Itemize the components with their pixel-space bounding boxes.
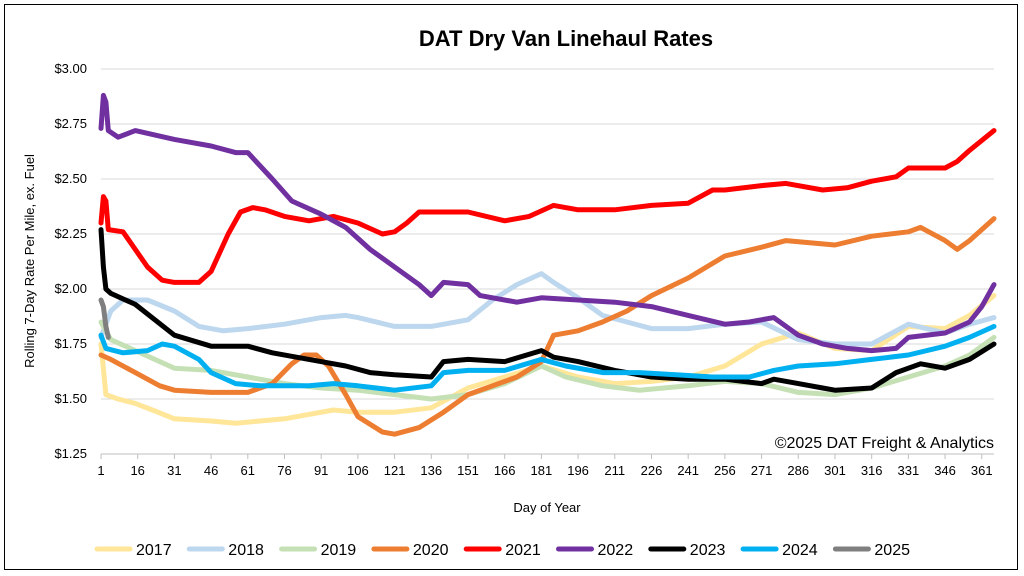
legend-label-2018: 2018 <box>228 542 264 559</box>
legend-label-2025: 2025 <box>874 542 910 559</box>
x-tick-label: 1 <box>97 463 104 478</box>
x-tick-label: 31 <box>167 463 181 478</box>
x-tick-label: 241 <box>677 463 699 478</box>
series-line-2018 <box>98 271 997 347</box>
legend-label-2019: 2019 <box>321 542 357 559</box>
series-line-2025 <box>98 297 111 340</box>
y-tick-label: $3.00 <box>54 61 87 76</box>
series-line-2024 <box>98 323 997 393</box>
x-tick-label: 301 <box>824 463 846 478</box>
x-tick-label: 181 <box>531 463 553 478</box>
legend-label-2021: 2021 <box>505 542 541 559</box>
y-tick-label: $1.75 <box>54 336 87 351</box>
x-tick-label: 346 <box>934 463 956 478</box>
x-tick-label: 136 <box>420 463 442 478</box>
x-tick-label: 106 <box>347 463 369 478</box>
x-tick-label: 271 <box>751 463 773 478</box>
credit-annotation: ©2025 DAT Freight & Analytics <box>775 435 994 452</box>
y-tick-label: $2.75 <box>54 116 87 131</box>
x-tick-label: 121 <box>384 463 406 478</box>
x-tick-label: 211 <box>604 463 625 478</box>
legend-label-2023: 2023 <box>690 542 726 559</box>
series-lines <box>98 92 997 437</box>
x-tick-label: 16 <box>130 463 144 478</box>
x-tick-label: 76 <box>277 463 291 478</box>
x-tick-label: 226 <box>641 463 663 478</box>
x-tick-label: 286 <box>787 463 809 478</box>
x-tick-label: 331 <box>898 463 920 478</box>
chart-title: DAT Dry Van Linehaul Rates <box>419 26 713 51</box>
legend-label-2020: 2020 <box>413 542 449 559</box>
series-line-2020 <box>98 216 997 437</box>
y-tick-label: $2.25 <box>54 226 87 241</box>
x-tick-label: 91 <box>314 463 328 478</box>
y-tick-label: $1.25 <box>54 446 87 461</box>
x-tick-label: 256 <box>714 463 736 478</box>
x-tick-label: 361 <box>971 463 993 478</box>
series-line-2023 <box>98 227 997 393</box>
legend-label-2022: 2022 <box>598 542 634 559</box>
series-line-2021 <box>98 128 997 285</box>
series-line-2022 <box>98 92 997 354</box>
x-tick-label: 61 <box>241 463 255 478</box>
x-tick-label: 316 <box>861 463 883 478</box>
legend: 2017 2018 2019 2020 2021 2022 2023 2024 2025 <box>94 542 910 559</box>
y-tick-label: $2.50 <box>54 171 87 186</box>
x-tick-label: 46 <box>204 463 218 478</box>
legend-label-2017: 2017 <box>136 542 172 559</box>
x-tick-label: 151 <box>457 463 479 478</box>
y-tick-label: $1.50 <box>54 391 87 406</box>
y-axis-ticks: $3.00 $2.75 $2.50 $2.25 $2.00 $1.75 $1.50 $1.25 <box>54 61 87 461</box>
x-tick-label: 196 <box>567 463 589 478</box>
x-axis-label: Day of Year <box>513 500 581 515</box>
legend-label-2024: 2024 <box>782 542 818 559</box>
x-tick-label: 166 <box>494 463 516 478</box>
y-tick-label: $2.00 <box>54 281 87 296</box>
x-axis-ticks: 1 16 31 46 61 76 91 106 121 136 151 166 181 196 211 226… <box>97 454 993 478</box>
y-axis-label: Rolling 7-Day Rate Per Mile, ex. Fuel <box>22 154 37 368</box>
